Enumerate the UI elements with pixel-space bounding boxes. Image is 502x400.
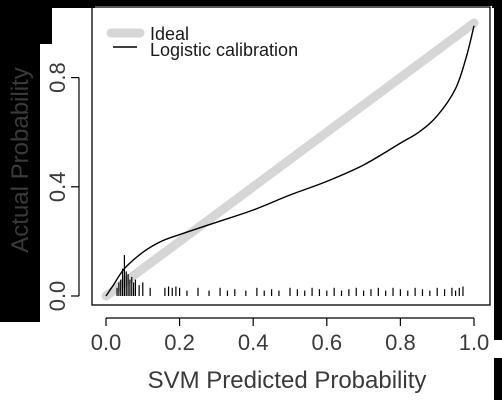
rug-layer — [116, 255, 464, 296]
figure-panel — [40, 44, 494, 324]
ideal-line-layer — [101, 18, 479, 301]
legend-label-logistic: Logistic calibration — [150, 40, 298, 60]
x-axis-title: SVM Predicted Probability — [148, 367, 427, 394]
x-tick-label: 1.0 — [459, 330, 490, 355]
plot-frame — [91, 6, 491, 306]
figure-panel-top — [52, 8, 494, 48]
background-block-bottom-right — [492, 358, 502, 400]
background-block-top — [0, 0, 502, 6]
x-tick-label: 0.0 — [91, 330, 122, 355]
logistic-calibration-line — [105, 25, 475, 297]
legend: Ideal Logistic calibration — [106, 24, 298, 60]
x-tick-label: 0.4 — [238, 330, 269, 355]
y-tick-label: 0.8 — [45, 62, 70, 93]
y-tick-label: 0.4 — [45, 172, 70, 203]
x-axis: 0.0 0.2 0.4 0.6 0.8 1.0 — [91, 317, 490, 355]
figure-panel-footer — [0, 356, 494, 400]
calibration-curve-layer — [105, 25, 475, 297]
ideal-line — [101, 18, 479, 301]
background-block-right — [492, 0, 502, 340]
legend-label-ideal: Ideal — [150, 24, 189, 44]
y-axis-title: Actual Probability — [7, 67, 34, 252]
y-axis: 0.0 0.4 0.8 — [45, 62, 80, 312]
figure-panel-bottom — [80, 320, 494, 358]
background-block-bottom-left — [0, 292, 40, 322]
y-tick-label: 0.0 — [45, 281, 70, 312]
x-tick-label: 0.2 — [164, 330, 195, 355]
x-tick-label: 0.6 — [312, 330, 343, 355]
x-tick-label: 0.8 — [385, 330, 416, 355]
